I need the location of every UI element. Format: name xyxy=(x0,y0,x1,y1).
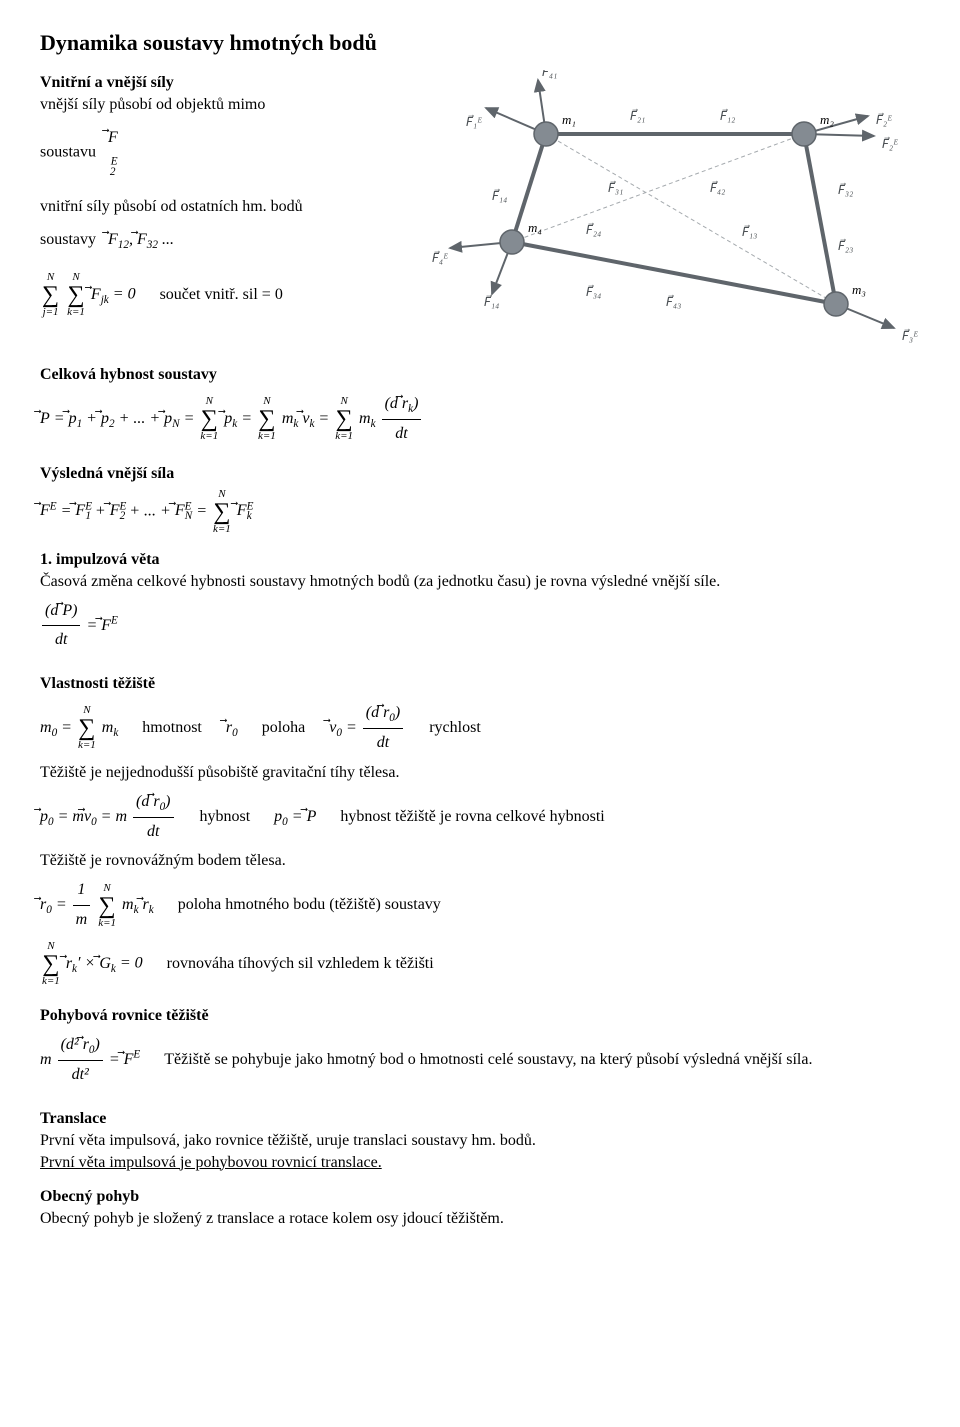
vlastnosti-t2: Těžiště je rovnovážným bodem tělesa. xyxy=(40,852,920,870)
lbl-hybnost: hybnost xyxy=(200,803,251,832)
svg-text:F⃗₂₄: F⃗₂₄ xyxy=(586,222,601,237)
translace-h: Translace xyxy=(40,1110,920,1128)
intro-line2b: soustavy xyxy=(40,231,96,248)
svg-text:F⃗₃₁: F⃗₃₁ xyxy=(608,180,623,195)
svg-text:F⃗₂ᴱ: F⃗₂ᴱ xyxy=(882,136,898,151)
svg-text:F⃗₁ᴱ: F⃗₁ᴱ xyxy=(466,114,482,129)
eq-F2E: F E2 xyxy=(108,124,125,182)
celkova-h: Celková hybnost soustavy xyxy=(40,366,920,384)
page-title: Dynamika soustavy hmotných bodů xyxy=(40,30,920,56)
obecny-h: Obecný pohyb xyxy=(40,1188,920,1206)
svg-text:F⃗₃ᴱ: F⃗₃ᴱ xyxy=(902,328,918,343)
intro-line2a: vnitřní síly působí od ostatních hm. bod… xyxy=(40,198,430,216)
eq-sum-internal: N∑j=1 N∑k=1 Fjk = 0 součet vnitř. sil = … xyxy=(40,272,430,318)
intro-line1a: vnější síly působí od objektů mimo xyxy=(40,96,430,114)
translace-t1: První věta impulsová, jako rovnice těžiš… xyxy=(40,1132,920,1150)
svg-text:F⃗₄ᴱ: F⃗₄ᴱ xyxy=(432,250,448,265)
force-diagram-svg: F⃗₁ᴱ F⃗₄₁ F⃗₂ᴱ F⃗₂ᴱ F⃗₃ᴱ F⃗₄ᴱ F⃗₁₄ F⃗₂₁ F⃗₁₂ F⃗₃₂… xyxy=(430,70,930,350)
svg-text:m₄: m₄ xyxy=(528,220,542,235)
intro-line2b-row: soustavy F12, F32 ... xyxy=(40,220,430,261)
translace-t2: První věta impulsová je pohybovou rovnic… xyxy=(40,1154,920,1172)
svg-text:F⃗₂₃: F⃗₂₃ xyxy=(838,238,853,253)
svg-text:F⃗₁₂: F⃗₁₂ xyxy=(720,108,735,123)
impuls1-text: Časová změna celkové hybnosti soustavy h… xyxy=(40,573,920,591)
intro-row: Vnitřní a vnější síly vnější síly působí… xyxy=(40,70,920,350)
vysledna-h: Výsledná vnější síla xyxy=(40,465,920,483)
lbl-rovnovaha: rovnováha tíhových sil vzhledem k těžišt… xyxy=(167,950,434,979)
eq-F12F32: F12, F32 ... xyxy=(108,226,174,255)
impuls1-h: 1. impulzová věta xyxy=(40,551,920,569)
svg-text:F⃗₄₃: F⃗₄₃ xyxy=(666,294,681,309)
pohybova-text: Těžiště se pohybuje jako hmotný bod o hm… xyxy=(164,1046,812,1075)
svg-text:F⃗₁₄: F⃗₁₄ xyxy=(492,188,507,203)
lbl-hmotnost: hmotnost xyxy=(142,714,202,743)
vlastnosti-t1: Těžiště je nejjednodušší působiště gravi… xyxy=(40,764,920,782)
eq-vlastnosti-1: m0 = N∑k=1 mk hmotnost r0 poloha v0 = (d… xyxy=(40,699,920,758)
eq-vlastnosti-3: r0 = 1m N∑k=1 mk rk poloha hmotného bodu… xyxy=(40,876,920,935)
eq-vysledna: FE = FE1 + FE2 + ... + FEN = N∑k=1 FEk xyxy=(40,489,920,535)
svg-text:F⃗₄₂: F⃗₄₂ xyxy=(710,180,725,195)
svg-text:F⃗₁₄: F⃗₁₄ xyxy=(484,294,499,309)
svg-text:F⃗₁₃: F⃗₁₃ xyxy=(742,224,757,239)
lbl-polohaHB: poloha hmotného bodu (těžiště) soustavy xyxy=(178,891,441,920)
lbl-rychlost: rychlost xyxy=(429,714,481,743)
eq-celkova: P = p1 + p2 + ... + pN = N∑k=1 pk = N∑k=… xyxy=(40,390,920,449)
intro-line1b: soustavu xyxy=(40,143,96,160)
pohybova-h: Pohybová rovnice těžiště xyxy=(40,1007,920,1025)
eq-pohybova: m (d² r0)dt² = FE Těžiště se pohybuje ja… xyxy=(40,1031,920,1090)
force-diagram: F⃗₁ᴱ F⃗₄₁ F⃗₂ᴱ F⃗₂ᴱ F⃗₃ᴱ F⃗₄ᴱ F⃗₁₄ F⃗₂₁ F⃗₁₂ F⃗₃₂… xyxy=(430,70,930,350)
svg-text:F⃗₄₁: F⃗₄₁ xyxy=(542,70,557,79)
lbl-poloha: poloha xyxy=(262,714,306,743)
intro-line1b-row: soustavu F E2 xyxy=(40,118,430,188)
svg-text:F⃗₂₁: F⃗₂₁ xyxy=(630,108,645,123)
eq-vlastnosti-2: p0 = mv0 = m (d r0)dt hybnost p0 = P hyb… xyxy=(40,788,920,847)
svg-text:m₂: m₂ xyxy=(820,112,834,127)
obecny-t1: Obecný pohyb je složený z translace a ro… xyxy=(40,1210,920,1228)
eq-vlastnosti-4: N∑k=1 rk′ × Gk = 0 rovnováha tíhových si… xyxy=(40,941,920,987)
sum-zero-label: součet vnitř. sil = 0 xyxy=(160,281,283,310)
vlastnosti-h: Vlastnosti těžiště xyxy=(40,675,920,693)
svg-text:m₁: m₁ xyxy=(562,112,576,127)
svg-text:F⃗₃₂: F⃗₃₂ xyxy=(838,182,853,197)
svg-text:F⃗₂ᴱ: F⃗₂ᴱ xyxy=(876,112,892,127)
svg-text:m₃: m₃ xyxy=(852,282,866,297)
intro-text-block: Vnitřní a vnější síly vnější síly působí… xyxy=(40,70,430,324)
svg-text:F⃗₃₄: F⃗₃₄ xyxy=(586,284,601,299)
subtitle: Vnitřní a vnější síly xyxy=(40,74,430,92)
lbl-hyb2: hybnost těžiště je rovna celkové hybnost… xyxy=(340,803,604,832)
eq-impuls1: (d P)dt = FE xyxy=(40,597,920,656)
